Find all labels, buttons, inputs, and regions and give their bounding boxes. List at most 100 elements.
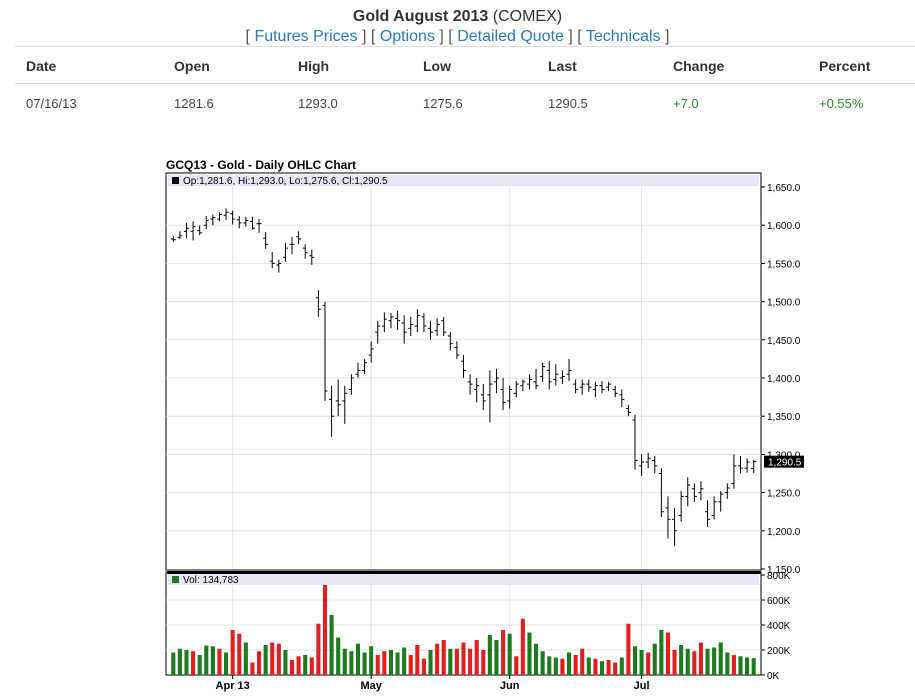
volume-bar <box>632 646 638 675</box>
ohlc-legend-swatch <box>172 177 179 184</box>
volume-bar <box>665 632 671 675</box>
quote-nav-links: [ Futures Prices ] [ Options ] [ Detaile… <box>245 28 670 45</box>
volume-bar <box>731 655 736 675</box>
volume-bar <box>256 651 262 675</box>
volume-bar <box>421 658 426 675</box>
volume-bar <box>712 647 717 675</box>
col-header-open: Open <box>174 58 210 74</box>
x-tick-label: Apr 13 <box>216 680 250 692</box>
volume-bar <box>448 648 453 675</box>
volume-bar <box>395 652 400 675</box>
volume-bar <box>355 643 361 675</box>
ohlc-label-strip <box>168 175 759 186</box>
col-header-change: Change <box>673 58 725 74</box>
volume-bar <box>322 583 328 675</box>
volume-bar <box>349 651 354 675</box>
volume-bar <box>745 657 750 675</box>
volume-bar <box>402 647 407 675</box>
volume-bar <box>619 657 624 675</box>
volume-bar <box>375 655 380 675</box>
volume-bar <box>415 645 420 675</box>
volume-bar <box>369 646 374 675</box>
volume-bar <box>481 650 486 675</box>
volume-bar <box>388 650 393 675</box>
volume-bar <box>626 623 631 675</box>
volume-bar <box>540 651 545 675</box>
x-tick-label: Jun <box>500 680 520 692</box>
volume-bar <box>382 651 387 675</box>
x-tick-label: May <box>360 680 382 692</box>
col-header-percent: Percent <box>819 58 871 74</box>
cell-date: 07/16/13 <box>26 96 77 111</box>
volume-bar <box>283 650 288 675</box>
volume-bar <box>718 642 723 675</box>
link-detailed-quote[interactable]: Detailed Quote <box>457 28 564 45</box>
page-title: Gold August 2013 (COMEX) <box>0 8 915 26</box>
volume-tick-label: 800K <box>767 571 791 582</box>
volume-label: Vol: 134,783 <box>183 575 239 586</box>
volume-bar <box>547 656 552 675</box>
price-tick-label: 1,500.0 <box>767 298 801 309</box>
cell-percent: +0.55% <box>819 96 864 111</box>
volume-bar <box>692 651 697 675</box>
volume-bar <box>217 648 222 675</box>
volume-bar <box>362 652 367 675</box>
col-header-last: Last <box>548 58 577 74</box>
price-tick-label: 1,250.0 <box>767 489 801 500</box>
volume-bar <box>224 652 229 675</box>
volume-bar <box>289 660 295 675</box>
volume-bar <box>659 630 664 675</box>
volume-bar <box>191 651 196 675</box>
volume-legend-swatch <box>172 576 179 583</box>
volume-bar <box>474 640 479 675</box>
cell-last: 1290.5 <box>548 96 588 111</box>
price-tick-label: 1,650.0 <box>767 183 801 194</box>
panel-separator <box>167 571 761 574</box>
col-header-high: High <box>298 58 330 74</box>
chart-title: GCQ13 - Gold - Daily OHLC Chart <box>166 158 357 172</box>
price-tick-label: 1,400.0 <box>767 374 801 385</box>
volume-label-strip <box>168 574 759 585</box>
volume-bar <box>672 650 677 675</box>
volume-bar <box>507 633 512 675</box>
volume-bar <box>468 648 473 675</box>
link-futures-prices[interactable]: Futures Prices <box>254 28 358 45</box>
volume-bar <box>527 632 532 675</box>
volume-bar <box>520 618 525 675</box>
x-tick-label: Jul <box>634 680 650 692</box>
volume-bar <box>263 645 268 675</box>
table-header-divider <box>15 83 915 84</box>
volume-bar <box>309 657 314 675</box>
volume-bar <box>751 658 756 675</box>
volume-bar <box>184 650 189 675</box>
volume-bar <box>586 657 591 675</box>
volume-bar <box>514 656 519 675</box>
volume-bar <box>435 643 440 675</box>
volume-bar <box>197 655 202 675</box>
volume-bar <box>210 646 215 675</box>
volume-bar <box>646 652 651 675</box>
col-header-low: Low <box>423 58 451 74</box>
volume-bar <box>494 640 499 675</box>
volume-bar <box>705 648 710 675</box>
cell-change: +7.0 <box>673 96 699 111</box>
volume-bar <box>230 630 235 675</box>
volume-bar <box>250 662 255 675</box>
price-tick-label: 1,600.0 <box>767 221 801 232</box>
volume-bar <box>652 643 657 675</box>
volume-bar <box>237 633 242 675</box>
volume-bar <box>296 656 301 675</box>
volume-bar <box>461 642 466 675</box>
price-tick-label: 1,200.0 <box>767 527 801 538</box>
volume-bar <box>725 652 730 675</box>
price-tick-label: 1,450.0 <box>767 336 801 347</box>
volume-bar <box>336 637 341 675</box>
volume-bar <box>454 648 459 675</box>
last-value-label: 1,290.5 <box>768 458 802 469</box>
col-header-date: Date <box>26 58 57 74</box>
link-options[interactable]: Options <box>379 28 435 45</box>
volume-bar <box>276 643 281 675</box>
volume-bar <box>580 648 585 675</box>
link-technicals[interactable]: Technicals <box>585 28 661 45</box>
